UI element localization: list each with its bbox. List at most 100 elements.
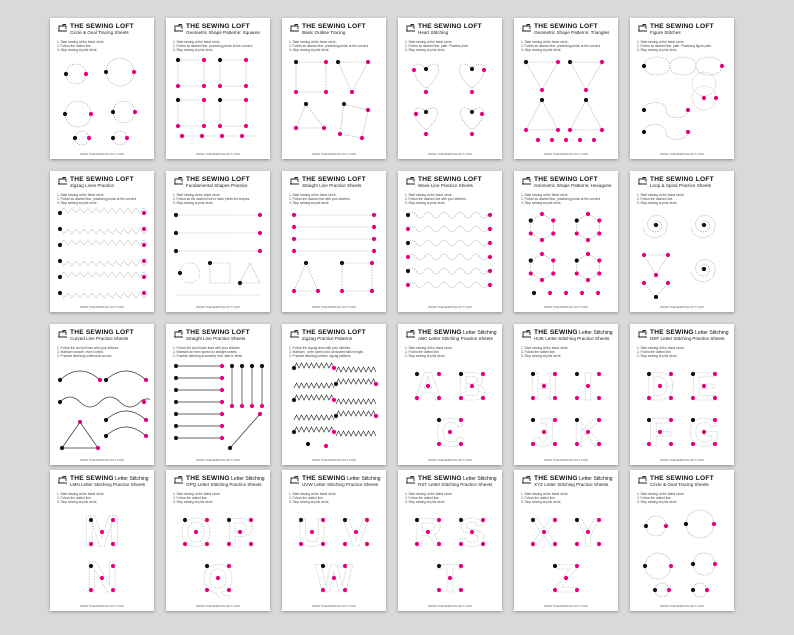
stitch-dot (335, 59, 341, 65)
sheet-header: THE SEWING LOFT Heart Stitching (405, 23, 497, 39)
sheet-title: Figure Stitches (650, 30, 681, 35)
instruction-line: 2. Follow as dashed line, path. Practici… (637, 44, 712, 49)
stitch-dot (552, 441, 558, 447)
sheet-title: OPQ Letter Stitching Practice Sheets (186, 482, 262, 487)
stitch-pattern (173, 212, 263, 296)
practice-sheet[interactable]: THE SEWING LOFT Geometric Shape Patterns:… (166, 18, 270, 159)
stitch-dot (425, 383, 431, 389)
stitch-dot (641, 107, 647, 113)
sewing-machine-icon (522, 330, 531, 338)
practice-sheet[interactable]: THE SEWING Letter Stitching DEF Letter St… (630, 324, 734, 465)
stitch-dot (668, 441, 674, 447)
solid-guide (105, 370, 147, 381)
stitch-pattern (523, 59, 605, 143)
brand-text: THE SEWING LOFT (418, 23, 482, 30)
practice-sheet[interactable]: THE SEWING LOFT Straight Line Practice Sh… (166, 324, 270, 465)
practice-sheet[interactable]: THE SEWING Letter Stitching RST Letter St… (398, 470, 502, 611)
sheet-instructions: 1. Start sewing at the black circle. 2. F… (289, 193, 381, 205)
stitch-dot (530, 441, 536, 447)
stitch-dot (364, 541, 370, 547)
stitch-pattern (173, 363, 265, 451)
stitch-dot (574, 258, 579, 263)
stitch-dot (552, 395, 558, 401)
stitch-dot (574, 417, 580, 423)
practice-sheet[interactable]: THE SEWING LOFT Zigzag Practice Patterns 1… (282, 324, 386, 465)
stitch-dot (141, 399, 147, 405)
practice-sheet[interactable]: THE SEWING LOFT Geometric Shape Patterns:… (514, 171, 618, 312)
practice-sheet[interactable]: THE SEWING LOFT Loop & Spiral Practice Sh… (630, 171, 734, 312)
stitch-dot (480, 517, 486, 523)
stitch-dot (574, 218, 579, 223)
instruction-line: 2. Maintain smooth, even control. (57, 350, 104, 355)
practice-sheet[interactable]: THE SEWING LOFT Figure Stitches 1. Start s… (630, 18, 734, 159)
stitch-dot (57, 377, 63, 383)
practice-sheet[interactable]: THE SEWING LOFT Fundamental Shapes Practi… (166, 171, 270, 312)
stitch-pattern: D EF G (645, 365, 720, 452)
practice-sheet[interactable]: THE SEWING LOFT Basic Outline Tracing 1. S… (282, 18, 386, 159)
stitch-dot (487, 282, 493, 288)
practice-sheet[interactable]: THE SEWING Letter Stitching UVW Letter St… (282, 470, 386, 611)
instruction-line: 1. Start sewing at the black circle. (405, 193, 453, 197)
solid-guide (335, 366, 377, 373)
stitch-dot (226, 541, 232, 547)
sheet-title: Wave Line Practice Sheets (418, 183, 473, 188)
practice-sheet[interactable]: THE SEWING LOFT Curved Line Practice Shee… (50, 324, 154, 465)
stitch-dot (425, 529, 431, 535)
practice-sheet[interactable]: THE SEWING Letter Stitching XYZ Letter St… (514, 470, 618, 611)
stitch-dot (215, 575, 221, 581)
stitch-dot (480, 541, 486, 547)
practice-sheet[interactable]: THE SEWING Letter Stitching OPQ Letter St… (166, 470, 270, 611)
dashed-guide (209, 262, 231, 284)
brand-text: THE SEWING (302, 475, 346, 482)
practice-sheet[interactable]: THE SEWING LOFT Wave Line Practice Sheets… (398, 171, 502, 312)
stitch-dot (219, 411, 225, 417)
sewing-machine-icon (406, 177, 415, 185)
brand-text: THE SEWING LOFT (650, 176, 714, 183)
stitch-dot (653, 272, 659, 278)
brand-suffix: Letter Stitching (577, 330, 613, 336)
stitch-dot (480, 395, 486, 401)
practice-sheet[interactable]: THE SEWING LOFT Circle & Oval Tracing She… (50, 18, 154, 159)
stitch-dot (173, 248, 179, 254)
stitch-dot (364, 517, 370, 523)
stitch-dot (193, 529, 199, 535)
stitch-dot (239, 403, 245, 409)
practice-sheet[interactable]: THE SEWING Letter Stitching ABC Letter St… (398, 324, 502, 465)
practice-sheet[interactable]: THE SEWING LOFT Geometric Shape Patterns:… (514, 18, 618, 159)
stitch-dot (173, 230, 179, 236)
stitch-dot (291, 212, 297, 218)
dashed-guide (643, 282, 669, 298)
sheet-instructions: 1. Follow the zigzag lines with your sti… (289, 346, 381, 358)
sheet-header: THE SEWING Letter Stitching HIJK Letter S… (521, 329, 613, 345)
stitch-dot (57, 258, 63, 264)
footer-url: WWW.THESEWINGLOFT.COM (660, 305, 704, 309)
stitch-dot (175, 123, 181, 129)
sheet-instructions: 1. Start sewing at the black circle. 2. F… (521, 40, 613, 52)
instruction-line: 1. Start sewing at the black circle. (173, 492, 221, 496)
stitch-dot (229, 363, 235, 369)
stitch-dot (411, 67, 417, 73)
instruction-line: 2. Follow the dotted line. (637, 496, 672, 501)
stitch-dot (298, 517, 304, 523)
dashed-guide (525, 99, 559, 131)
practice-sheet[interactable]: THE SEWING Letter Stitching HIJK Letter S… (514, 324, 618, 465)
dashed-guide (65, 63, 87, 85)
brand-text: THE SEWING LOFT (534, 23, 598, 30)
stitch-dot (177, 270, 183, 276)
stitch-dot (487, 240, 493, 246)
instruction-line: 3. Stop sewing at pink circle. (637, 500, 678, 505)
stitch-dot (405, 226, 411, 232)
instruction-line: 1. Start sewing at the black circle. (521, 346, 569, 350)
sheet-title: Zigzag Lines Practice (70, 183, 114, 188)
stitch-dot (243, 57, 249, 63)
stitch-dot (173, 212, 179, 218)
brand-text: THE SEWING (418, 475, 462, 482)
stitch-dot (436, 417, 442, 423)
practice-sheet[interactable]: THE SEWING LOFT Straight Line Practice Sh… (282, 171, 386, 312)
practice-sheet[interactable]: THE SEWING LOFT Zigzag Lines Practice 1. S… (50, 171, 154, 312)
practice-sheet[interactable]: THE SEWING LOFT Heart Stitching 1. Start s… (398, 18, 502, 159)
stitch-pattern: MN (83, 507, 120, 598)
practice-sheet[interactable]: THE SEWING Letter Stitching LMN Letter St… (50, 470, 154, 611)
dashed-guide (407, 267, 489, 275)
practice-sheet[interactable]: THE SEWING LOFT Circle & Oval Tracing She… (630, 470, 734, 611)
